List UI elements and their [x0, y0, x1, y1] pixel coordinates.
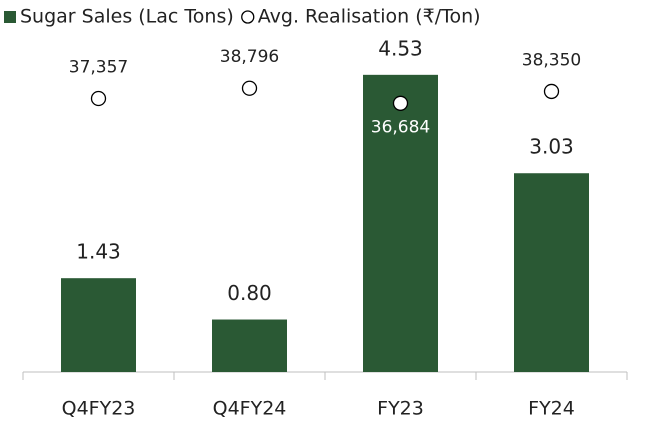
legend-label: Avg. Realisation (₹/Ton) — [258, 6, 481, 28]
marker-value-label: 38,350 — [522, 50, 581, 70]
marker — [90, 90, 107, 107]
bar-value-label: 1.43 — [76, 240, 121, 264]
marker — [543, 83, 560, 100]
marker-value-label: 36,684 — [371, 117, 430, 137]
x-tick-label: FY23 — [377, 398, 424, 420]
bar-value-label: 0.80 — [227, 281, 272, 305]
legend-label: Sugar Sales (Lac Tons) — [20, 6, 234, 28]
bar — [514, 173, 589, 372]
bar-value-label: 4.53 — [378, 36, 423, 60]
bar — [212, 319, 287, 372]
x-tick-label: FY24 — [528, 398, 575, 420]
marker — [241, 80, 258, 96]
legend-swatch — [241, 10, 255, 24]
marker — [392, 95, 409, 111]
bar — [61, 278, 136, 372]
x-tick-label: Q4FY24 — [213, 398, 287, 420]
x-tick-label: Q4FY23 — [62, 398, 136, 420]
marker-value-label: 38,796 — [220, 47, 279, 67]
legend-swatch — [4, 11, 16, 23]
marker-value-label: 37,357 — [69, 57, 128, 77]
bar — [363, 74, 438, 372]
bar-value-label: 3.03 — [529, 135, 574, 159]
